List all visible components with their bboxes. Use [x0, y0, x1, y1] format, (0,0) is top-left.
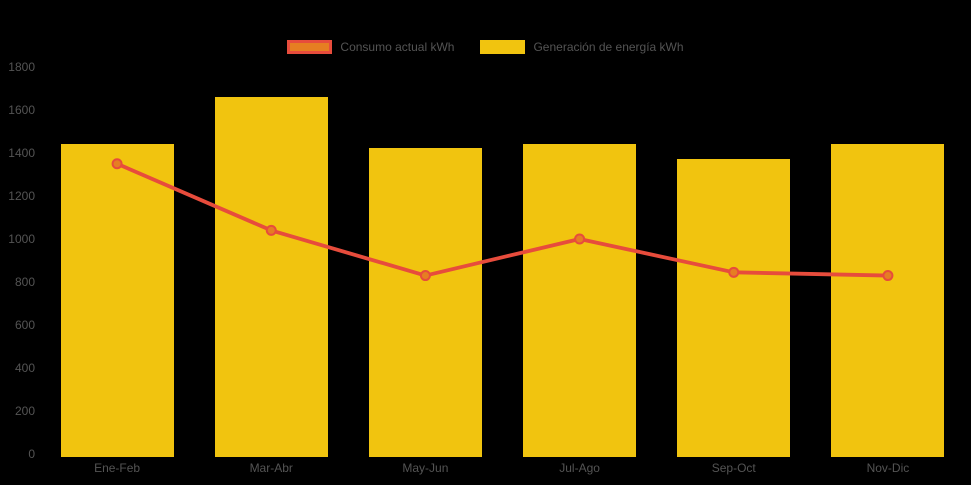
generacion-swatch-icon [480, 40, 526, 54]
x-axis-tick-label-Mar-Abr: Mar-Abr [249, 461, 293, 475]
legend-item-generacion[interactable]: Generación de energía kWh [480, 40, 684, 54]
y-axis-tick-label: 400 [14, 361, 35, 375]
y-axis-tick-label: 800 [14, 275, 35, 289]
x-axis-tick-label-Ene-Feb: Ene-Feb [94, 461, 141, 475]
x-axis-tick-label-May-Jun: May-Jun [402, 461, 449, 475]
consumo-swatch-icon [287, 40, 333, 54]
y-axis-tick-label: 1600 [8, 103, 35, 117]
y-axis-tick-label: 1800 [8, 60, 35, 74]
chart-legend: Consumo actual kWh Generación de energía… [0, 40, 971, 54]
bar-May-Jun[interactable] [368, 147, 482, 457]
y-axis-tick-label: 1200 [8, 189, 35, 203]
x-axis-tick-label-Sep-Oct: Sep-Oct [711, 461, 756, 475]
y-axis-tick-label: 600 [14, 318, 35, 332]
legend-label-generacion: Generación de energía kWh [533, 40, 684, 54]
y-axis-tick-label: 1400 [8, 146, 35, 160]
legend-item-consumo[interactable]: Consumo actual kWh [287, 40, 454, 54]
y-axis-tick-label: 1000 [8, 232, 35, 246]
bar-Mar-Abr[interactable] [214, 97, 328, 457]
legend-label-consumo: Consumo actual kWh [340, 40, 455, 54]
bar-Nov-Dic[interactable] [831, 144, 945, 457]
x-axis-tick-label-Nov-Dic: Nov-Dic [866, 461, 910, 475]
bar-Sep-Oct[interactable] [677, 159, 791, 457]
y-axis-tick-label: 0 [28, 447, 35, 461]
x-axis-tick-label-Jul-Ago: Jul-Ago [559, 461, 600, 475]
bar-Ene-Feb[interactable] [60, 144, 174, 457]
y-axis-tick-label: 200 [14, 404, 35, 418]
bar-Jul-Ago[interactable] [523, 144, 637, 457]
